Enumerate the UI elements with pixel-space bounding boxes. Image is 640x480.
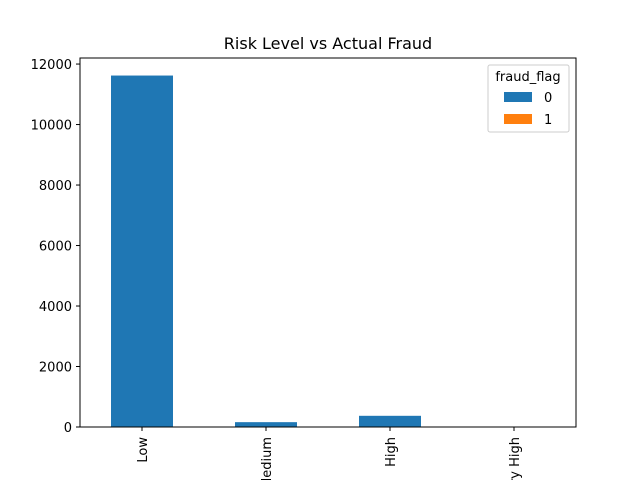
y-tick-label: 12000	[31, 58, 72, 73]
bar-low-series-0	[111, 75, 173, 427]
y-tick-label: 8000	[39, 179, 72, 194]
y-tick-label: 6000	[39, 240, 72, 255]
bar-high-series-0	[359, 415, 421, 427]
axes-group: 0 2000 4000 6000 8000 10000 12000 Low Medium High…	[31, 57, 577, 480]
bars-group	[111, 75, 421, 427]
legend-swatch-0	[504, 92, 532, 102]
y-tick-label: 2000	[39, 361, 72, 376]
x-tick-label-low: Low	[136, 437, 151, 463]
legend-title: fraud_flag	[495, 70, 560, 85]
legend-entry-1: 1	[544, 113, 552, 128]
plot-frame	[79, 57, 577, 428]
bar-medium-series-0	[235, 422, 297, 427]
legend: fraud_flag 0 1	[487, 64, 570, 133]
x-tick-label-very-high: Very High	[508, 437, 523, 480]
x-tick-label-high: High	[384, 437, 399, 467]
chart-title: Risk Level vs Actual Fraud	[224, 34, 432, 53]
x-tick-labels: Low Medium High Very High	[136, 437, 523, 480]
y-tick-label: 10000	[31, 119, 72, 134]
y-tick-label: 4000	[39, 300, 72, 315]
legend-swatch-1	[504, 114, 532, 124]
legend-entry-0: 0	[544, 91, 552, 106]
y-tick-label: 0	[64, 421, 72, 436]
x-tick-label-medium: Medium	[260, 437, 275, 480]
